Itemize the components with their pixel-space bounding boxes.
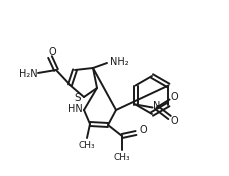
Text: O: O [170,93,177,102]
Text: CH₃: CH₃ [113,153,130,162]
Text: O: O [48,47,56,57]
Text: N: N [152,102,160,112]
Text: NH₂: NH₂ [109,57,128,67]
Text: CH₃: CH₃ [78,142,95,150]
Text: HN: HN [67,104,82,114]
Text: O: O [139,125,146,135]
Text: H₂N: H₂N [19,69,37,79]
Text: O: O [170,115,177,125]
Text: S: S [74,93,81,103]
